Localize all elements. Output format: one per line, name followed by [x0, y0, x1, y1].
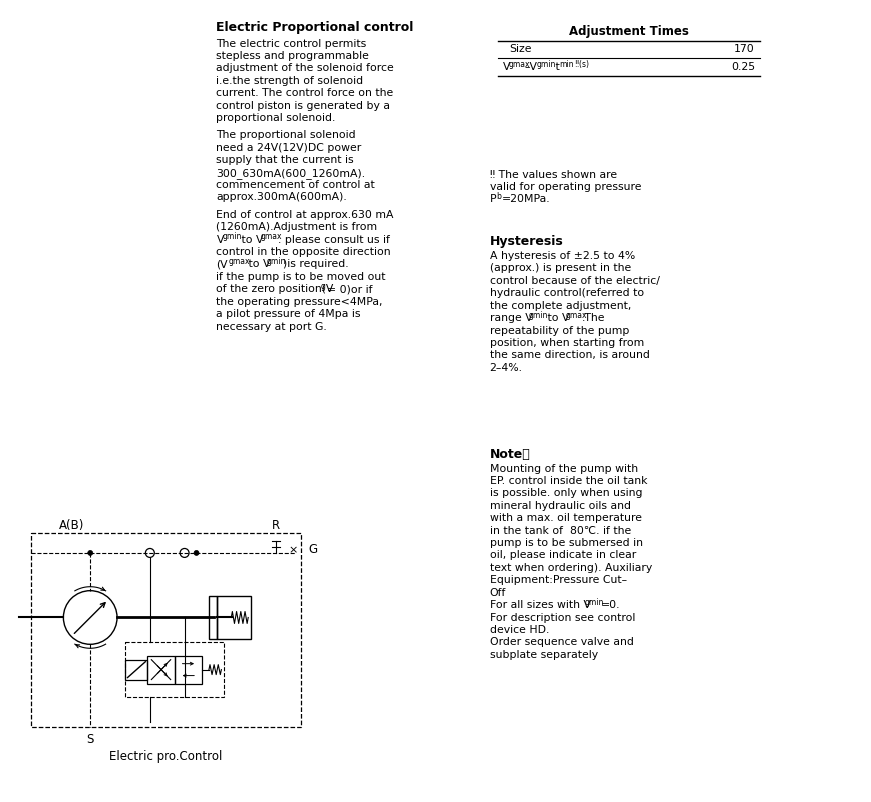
- Text: device HD.: device HD.: [490, 624, 549, 634]
- Text: proportional solenoid.: proportional solenoid.: [216, 113, 336, 123]
- Text: current. The control force on the: current. The control force on the: [216, 88, 394, 98]
- Text: gmax: gmax: [565, 310, 587, 319]
- Text: i.e.the strength of solenoid: i.e.the strength of solenoid: [216, 75, 363, 86]
- Text: gmin: gmin: [267, 257, 287, 265]
- Text: adjustment of the solenoid force: adjustment of the solenoid force: [216, 63, 395, 73]
- Text: to V: to V: [239, 234, 264, 245]
- Text: min: min: [559, 60, 574, 69]
- Text: stepless and programmable: stepless and programmable: [216, 51, 369, 61]
- Text: commencement of control at: commencement of control at: [216, 180, 375, 190]
- Text: V: V: [216, 234, 224, 245]
- Text: .The: .The: [582, 313, 605, 322]
- Text: A(B): A(B): [58, 518, 84, 532]
- Text: control piston is generated by a: control piston is generated by a: [216, 100, 390, 111]
- Text: = 0)or if: = 0)or if: [327, 284, 372, 294]
- Text: . please consult us if: . please consult us if: [278, 234, 390, 245]
- Text: if the pump is to be moved out: if the pump is to be moved out: [216, 272, 386, 282]
- Text: with a max. oil temperature: with a max. oil temperature: [490, 512, 642, 523]
- Text: The proportional solenoid: The proportional solenoid: [216, 130, 356, 140]
- Text: gmin: gmin: [529, 310, 548, 319]
- Text: –V: –V: [524, 63, 537, 72]
- Text: text when ordering). Auxiliary: text when ordering). Auxiliary: [490, 562, 652, 572]
- Text: oil, please indicate in clear: oil, please indicate in clear: [490, 550, 636, 560]
- Text: 2–4%.: 2–4%.: [490, 363, 523, 372]
- Text: 300_630mA(600_1260mA).: 300_630mA(600_1260mA).: [216, 168, 366, 178]
- Text: Size: Size: [510, 44, 532, 55]
- Text: to V: to V: [246, 259, 271, 269]
- Text: approx.300mA(600mA).: approx.300mA(600mA).: [216, 192, 348, 202]
- Text: EP. control inside the oil tank: EP. control inside the oil tank: [490, 476, 647, 485]
- Text: R: R: [272, 518, 280, 532]
- Text: V: V: [503, 63, 510, 72]
- Text: gmin: gmin: [537, 60, 556, 69]
- Text: gmax: gmax: [261, 232, 282, 241]
- Text: Mounting of the pump with: Mounting of the pump with: [490, 463, 638, 473]
- Text: For description see control: For description see control: [490, 612, 635, 622]
- Text: mineral hydraulic oils and: mineral hydraulic oils and: [490, 500, 631, 510]
- Text: For all sizes with V: For all sizes with V: [490, 599, 591, 610]
- Text: need a 24V(12V)DC power: need a 24V(12V)DC power: [216, 143, 361, 152]
- Text: pump is to be submersed in: pump is to be submersed in: [490, 537, 643, 548]
- Text: End of control at approx.630 mA: End of control at approx.630 mA: [216, 209, 394, 220]
- Text: 0.25: 0.25: [731, 63, 755, 72]
- Text: necessary at port G.: necessary at port G.: [216, 321, 327, 331]
- Text: to V: to V: [544, 313, 570, 322]
- Text: )is required.: )is required.: [283, 259, 348, 269]
- Text: is possible. only when using: is possible. only when using: [490, 488, 642, 498]
- Text: a pilot pressure of 4Mpa is: a pilot pressure of 4Mpa is: [216, 309, 361, 318]
- Text: gmax: gmax: [228, 257, 250, 265]
- Text: (approx.) is present in the: (approx.) is present in the: [490, 263, 631, 273]
- Text: supply that the current is: supply that the current is: [216, 155, 354, 165]
- Text: Equipment:Pressure Cut–: Equipment:Pressure Cut–: [490, 574, 627, 585]
- Text: (1260mA).Adjustment is from: (1260mA).Adjustment is from: [216, 222, 377, 232]
- Text: gmin: gmin: [585, 597, 604, 606]
- Text: Adjustment Times: Adjustment Times: [569, 25, 689, 38]
- Text: ‼(s): ‼(s): [573, 60, 589, 69]
- Text: Electric Proportional control: Electric Proportional control: [216, 21, 414, 34]
- Text: control in the opposite direction: control in the opposite direction: [216, 247, 391, 257]
- Circle shape: [194, 551, 199, 556]
- Text: 170: 170: [734, 44, 755, 55]
- Text: =0.: =0.: [601, 599, 620, 610]
- Text: G: G: [309, 543, 318, 556]
- Text: Electric pro.Control: Electric pro.Control: [109, 748, 222, 762]
- Circle shape: [88, 551, 92, 556]
- Text: gmin: gmin: [223, 232, 242, 241]
- Text: =20MPa.: =20MPa.: [502, 194, 550, 205]
- Text: hydraulic control(referred to: hydraulic control(referred to: [490, 288, 644, 298]
- Text: The electric control permits: The electric control permits: [216, 38, 367, 48]
- Text: gmax: gmax: [509, 60, 530, 69]
- Text: Order sequence valve and: Order sequence valve and: [490, 637, 633, 646]
- Text: the complete adjustment,: the complete adjustment,: [490, 300, 631, 310]
- Text: Hysteresis: Hysteresis: [490, 235, 564, 248]
- Text: ×: ×: [288, 545, 298, 554]
- Text: A hysteresis of ±2.5 to 4%: A hysteresis of ±2.5 to 4%: [490, 251, 635, 261]
- Text: of the zero position(V: of the zero position(V: [216, 284, 334, 294]
- Polygon shape: [209, 596, 218, 639]
- Text: position, when starting from: position, when starting from: [490, 338, 644, 347]
- Text: g: g: [321, 282, 326, 290]
- Text: valid for operating pressure: valid for operating pressure: [490, 182, 641, 192]
- Text: Off: Off: [490, 587, 506, 597]
- Text: P: P: [490, 194, 496, 205]
- Text: range V: range V: [490, 313, 532, 322]
- Text: subplate separately: subplate separately: [490, 649, 598, 659]
- Text: b: b: [496, 192, 501, 200]
- Text: (V: (V: [216, 259, 228, 269]
- Text: S: S: [86, 731, 94, 745]
- Text: the same direction, is around: the same direction, is around: [490, 350, 650, 360]
- Text: repeatability of the pump: repeatability of the pump: [490, 325, 629, 335]
- Text: Note：: Note：: [490, 448, 530, 460]
- Text: the operating pressure<4MPa,: the operating pressure<4MPa,: [216, 297, 383, 306]
- Text: in the tank of  80℃. if the: in the tank of 80℃. if the: [490, 525, 631, 535]
- Text: control because of the electric/: control because of the electric/: [490, 276, 659, 286]
- Text: t: t: [552, 63, 560, 72]
- Text: ‼ The values shown are: ‼ The values shown are: [490, 169, 617, 180]
